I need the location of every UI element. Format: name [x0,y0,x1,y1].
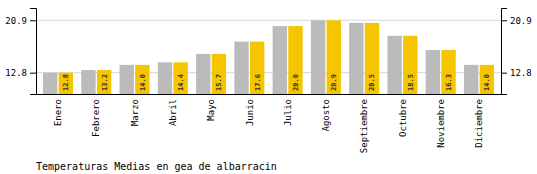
plot: 12.8 13.2 14.0 14.4 15.7 17.6 20.0 20.9 20.5 18.5… [5,9,531,156]
bar [387,36,401,94]
tick-label: 12.8 [510,68,532,78]
bar [135,65,149,94]
tick: Octubre [398,99,408,137]
tick: 20.9 [5,16,36,26]
bar [97,70,111,94]
bar [59,73,73,94]
tick-label: Noviembre [436,99,446,148]
data-label: 14.4 [177,74,185,91]
tick: Marzo [130,99,140,126]
bar [273,26,287,94]
bar [234,42,248,94]
tick-label: Febrero [91,99,101,137]
tick-label: 20.9 [510,16,532,26]
tick-label: Septiembre [359,99,369,153]
bar [426,50,440,94]
tick: 12.8 [5,68,36,78]
tick-label: Agosto [321,99,331,132]
tick-mark [30,73,36,74]
grid-line [36,20,501,21]
bar [441,50,455,94]
bar [173,62,187,94]
tick-label: Abril [168,99,178,126]
bar [81,70,95,94]
tick-label: 12.8 [5,68,27,78]
data-label: 14.0 [139,74,147,91]
x-axis: Enero Febrero Marzo Abril Mayo Junio Julio Agos… [37,95,502,154]
bar [311,20,325,94]
y2-axis: 12.8 20.9 [501,9,532,95]
bar [120,65,134,94]
data-label: 14.0 [483,74,491,91]
data-label: 20.9 [330,74,338,91]
tick-label: Octubre [398,99,408,137]
bar [288,26,302,94]
axis-line [502,9,508,95]
data-label: 20.5 [368,74,376,91]
data-label: 15.7 [215,74,223,91]
tick: 20.9 [501,16,532,26]
tick-label: Diciembre [474,99,484,148]
data-label: 13.2 [101,74,109,91]
tick: 12.8 [501,68,532,78]
bar [349,23,363,94]
data-label: 16.3 [445,74,453,91]
tick-mark [501,73,507,74]
y-axis: 12.8 20.9 [5,9,36,95]
tick: Abril [168,99,178,126]
tick-label: Junio [245,99,255,126]
tick: Diciembre [474,99,484,148]
bar [212,54,226,94]
bar-series [59,20,494,94]
bar [43,73,57,94]
tick: Septiembre [359,99,369,153]
data-label: 17.6 [254,74,262,91]
bar [158,62,172,94]
data-label: 12.8 [62,74,70,91]
bar [464,65,478,94]
data-labels: 12.8 13.2 14.0 14.4 15.7 17.6 20.0 20.9 20.5 18.5… [62,74,491,91]
bar [250,42,264,94]
tick-label: 20.9 [5,16,27,26]
tick-label: Enero [53,99,63,126]
axis-line [30,9,37,95]
tick-mark [30,20,36,21]
tick: Enero [53,99,63,126]
tick: Agosto [321,99,331,132]
bar [480,65,494,94]
tick: Febrero [91,99,101,137]
bars [43,20,494,94]
tick-label: Marzo [130,99,140,126]
bar [403,36,417,94]
bar [327,20,341,94]
data-label: 20.0 [292,74,300,91]
axis-line [37,94,502,95]
tick: Junio [245,99,255,126]
data-label: 18.5 [407,74,415,91]
bar [196,54,210,94]
tick-label: Mayo [206,99,216,121]
tick: Mayo [206,99,216,121]
title: Temperaturas Medias en gea de albarracin [36,161,277,172]
tick: Julio [283,99,293,126]
tick-label: Julio [283,99,293,126]
tick-mark [501,20,507,21]
bar-series [43,20,478,94]
tick: Noviembre [436,99,446,148]
chart: 12.8 13.2 14.0 14.4 15.7 17.6 20.0 20.9 20.5 18.5… [0,0,537,174]
bar [365,23,379,94]
